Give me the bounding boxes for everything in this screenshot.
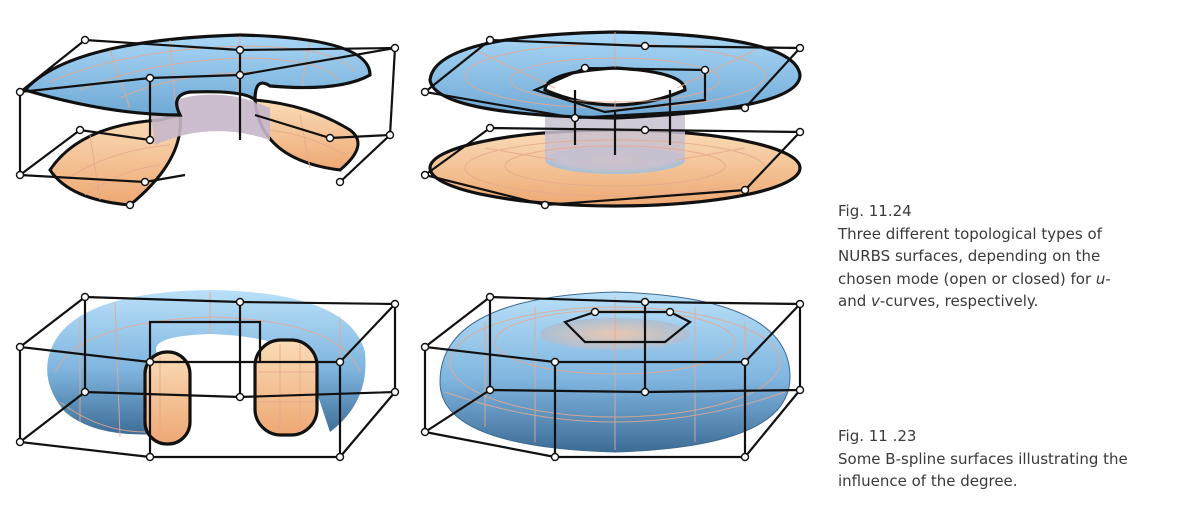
closed-open-surface-figure bbox=[420, 30, 805, 210]
closed-closed-torus-figure bbox=[420, 291, 805, 462]
caption-line: influence of the degree. bbox=[838, 472, 1018, 490]
open-closed-torus-figure bbox=[15, 290, 400, 462]
figure-caption-11-23: Fig. 11 .23 Some B-spline surfaces illus… bbox=[838, 425, 1193, 493]
caption-line: Some B-spline surfaces illustrating the bbox=[838, 449, 1128, 468]
caption-line: and v-curves, respectively. bbox=[838, 292, 1039, 310]
caption-line: chosen mode (open or closed) for u- bbox=[838, 269, 1111, 288]
figure-caption-11-24: Fig. 11.24 Three different topological t… bbox=[838, 200, 1193, 313]
caption-line: Three different topological types of bbox=[838, 224, 1102, 243]
figure-label: Fig. 11 .23 bbox=[838, 427, 917, 445]
open-open-surface-figure bbox=[15, 33, 400, 210]
figure-label: Fig. 11.24 bbox=[838, 202, 912, 220]
caption-line: NURBS surfaces, depending on the bbox=[838, 247, 1101, 265]
